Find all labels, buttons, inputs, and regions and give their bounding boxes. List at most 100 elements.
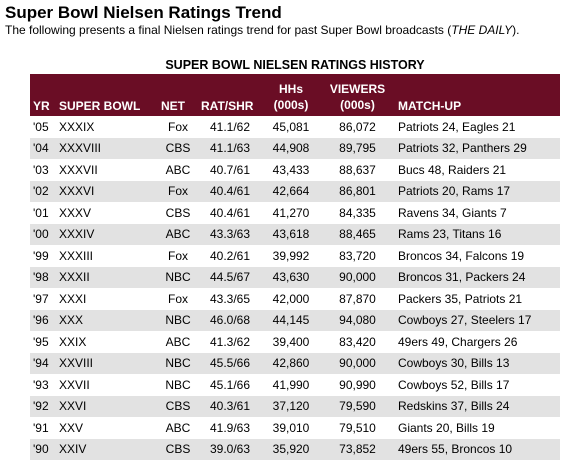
cell-yr: '90 <box>33 442 49 457</box>
table-row: '96 XXX NBC 46.0/68 44,145 94,080 Cowboys 27, … <box>30 309 560 331</box>
cell-hhs: 43,630 <box>272 270 310 285</box>
cell-rat-shr: 43.3/65 <box>209 291 251 306</box>
table-row: '90 XXIV CBS 39.0/63 35,920 73,852 49ers 55, B… <box>30 438 560 460</box>
cell-matchup: Cowboys 27, Steelers 17 <box>398 313 532 328</box>
header-hhs-line1: HHs <box>278 82 303 96</box>
table-row: '93 XXVII NBC 45.1/66 41,990 90,990 Cowboys 52… <box>30 374 560 396</box>
table-row: '99 XXXIII Fox 40.2/61 39,992 83,720 Broncos 3… <box>30 245 560 267</box>
table-body: '05 XXXIX Fox 41.1/62 45,081 86,072 Patriots 2… <box>30 116 560 460</box>
table-row: '97 XXXI Fox 43.3/65 42,000 87,870 Packers 35,… <box>30 288 560 310</box>
cell-rat-shr: 41.1/63 <box>209 141 251 156</box>
cell-super-bowl: XXX <box>59 313 84 328</box>
page-subheading: The following presents a final Nielsen r… <box>5 23 520 37</box>
cell-matchup: Packers 35, Patriots 21 <box>398 291 523 306</box>
cell-yr: '00 <box>33 227 49 242</box>
cell-yr: '96 <box>33 313 49 328</box>
cell-viewers: 73,852 <box>339 442 376 457</box>
table-row: '05 XXXIX Fox 41.1/62 45,081 86,072 Patriots 2… <box>30 116 560 138</box>
cell-viewers: 79,590 <box>339 399 376 414</box>
cell-super-bowl: XXXI <box>59 291 87 306</box>
header-yr: YR <box>33 99 50 113</box>
cell-hhs: 39,992 <box>272 248 310 263</box>
cell-viewers: 90,000 <box>339 270 376 285</box>
cell-hhs: 42,860 <box>272 356 310 371</box>
cell-net: CBS <box>165 442 191 457</box>
cell-yr: '01 <box>33 205 49 220</box>
cell-yr: '98 <box>33 270 49 285</box>
cell-yr: '03 <box>33 162 49 177</box>
cell-hhs: 35,920 <box>272 442 310 457</box>
cell-matchup: Redskins 37, Bills 24 <box>398 399 510 414</box>
cell-super-bowl: XXXVI <box>59 184 95 199</box>
table-row: '02 XXXVI Fox 40.4/61 42,664 86,801 Patriots 2… <box>30 180 560 202</box>
cell-net: Fox <box>167 248 188 263</box>
cell-matchup: Patriots 20, Rams 17 <box>398 184 511 199</box>
cell-yr: '91 <box>33 420 49 435</box>
cell-net: CBS <box>165 205 191 220</box>
cell-super-bowl: XXXIX <box>59 119 95 134</box>
header-hhs-line2: (000s) <box>273 98 309 112</box>
cell-rat-shr: 41.3/62 <box>209 334 251 349</box>
header-net: NET <box>161 99 185 113</box>
cell-super-bowl: XXXVII <box>59 162 98 177</box>
cell-net: CBS <box>165 141 191 156</box>
cell-hhs: 42,000 <box>272 291 310 306</box>
cell-net: ABC <box>165 420 191 435</box>
cell-yr: '04 <box>33 141 49 156</box>
cell-rat-shr: 40.4/61 <box>209 205 251 220</box>
cell-matchup: Giants 20, Bills 19 <box>398 420 495 435</box>
page-heading: Super Bowl Nielsen Ratings Trend <box>5 3 282 22</box>
cell-rat-shr: 40.3/61 <box>209 399 251 414</box>
cell-net: Fox <box>167 119 188 134</box>
cell-net: ABC <box>165 227 191 242</box>
cell-rat-shr: 40.2/61 <box>209 248 251 263</box>
ratings-table: YR SUPER BOWL NET RAT/SHR HHs (000s) VIE… <box>30 74 560 460</box>
cell-viewers: 86,072 <box>339 119 376 134</box>
cell-viewers: 88,637 <box>339 162 376 177</box>
cell-matchup: Cowboys 30, Bills 13 <box>398 356 510 371</box>
cell-hhs: 39,010 <box>272 420 310 435</box>
cell-matchup: Rams 23, Titans 16 <box>398 227 502 242</box>
cell-hhs: 43,618 <box>272 227 310 242</box>
cell-rat-shr: 40.7/61 <box>209 162 251 177</box>
cell-viewers: 86,801 <box>339 184 376 199</box>
cell-super-bowl: XXXVIII <box>59 141 102 156</box>
header-viewers-line1: VIEWERS <box>329 82 386 96</box>
cell-net: CBS <box>165 399 191 414</box>
cell-matchup: Patriots 24, Eagles 21 <box>398 119 516 134</box>
table-row: '91 XXV ABC 41.9/63 39,010 79,510 Giants 20, B… <box>30 417 560 439</box>
cell-yr: '93 <box>33 377 49 392</box>
cell-super-bowl: XXXIII <box>59 248 94 263</box>
table-header-row: YR SUPER BOWL NET RAT/SHR HHs (000s) VIE… <box>30 74 560 116</box>
cell-super-bowl: XXVII <box>59 377 90 392</box>
table-row: '00 XXXIV ABC 43.3/63 43,618 88,465 Rams 23, T… <box>30 223 560 245</box>
cell-matchup: 49ers 49, Chargers 26 <box>398 334 518 349</box>
cell-net: NBC <box>165 377 191 392</box>
cell-super-bowl: XXXIV <box>59 227 95 242</box>
cell-matchup: Ravens 34, Giants 7 <box>398 205 507 220</box>
cell-hhs: 37,120 <box>272 399 310 414</box>
cell-net: NBC <box>165 270 191 285</box>
cell-viewers: 87,870 <box>339 291 376 306</box>
cell-rat-shr: 39.0/63 <box>209 442 251 457</box>
cell-yr: '94 <box>33 356 49 371</box>
cell-super-bowl: XXVIII <box>59 356 94 371</box>
table-row: '92 XXVI CBS 40.3/61 37,120 79,590 Redskins 37… <box>30 395 560 417</box>
cell-hhs: 44,908 <box>272 141 310 156</box>
cell-hhs: 45,081 <box>272 119 310 134</box>
cell-viewers: 90,990 <box>339 377 376 392</box>
cell-yr: '97 <box>33 291 49 306</box>
cell-net: Fox <box>167 184 188 199</box>
header-matchup: MATCH-UP <box>398 99 462 113</box>
cell-viewers: 83,420 <box>339 334 376 349</box>
cell-net: NBC <box>165 356 191 371</box>
cell-hhs: 44,145 <box>272 313 310 328</box>
cell-viewers: 94,080 <box>339 313 376 328</box>
cell-net: NBC <box>165 313 191 328</box>
cell-matchup: Cowboys 52, Bills 17 <box>398 377 510 392</box>
cell-viewers: 79,510 <box>339 420 376 435</box>
cell-rat-shr: 46.0/68 <box>209 313 251 328</box>
cell-rat-shr: 45.5/66 <box>209 356 251 371</box>
table-title: SUPER BOWL NIELSEN RATINGS HISTORY <box>165 58 425 72</box>
